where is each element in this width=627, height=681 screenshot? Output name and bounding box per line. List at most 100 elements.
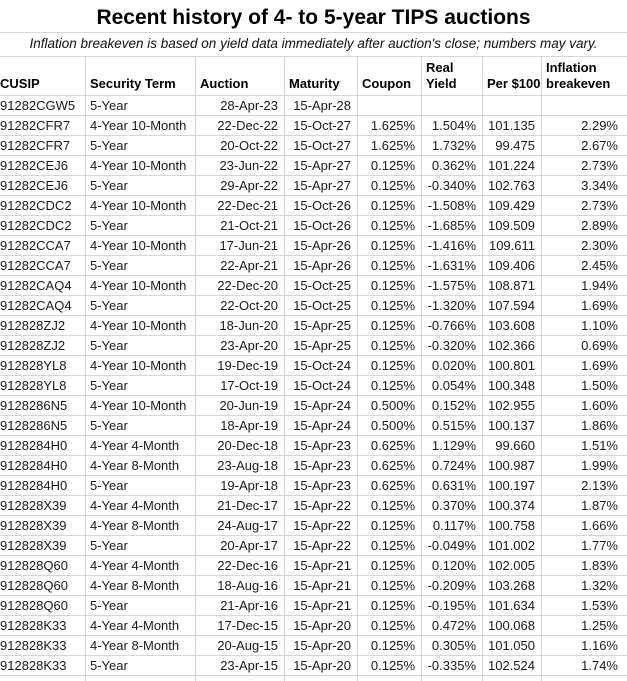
table-cell: 24-Aug-17 [196,516,285,536]
table-cell: 4-Year 4-Month [86,616,196,636]
table-cell: 101.135 [483,116,542,136]
table-cell: 2.29% [542,116,627,136]
table-cell: 0.500% [358,396,422,416]
table-row: 91282CDC2 4-Year 10-Month 22-Dec-21 15-Oct-… [0,196,627,216]
table-cell: 15-Apr-28 [285,96,358,116]
table-cell: 1.129% [422,436,483,456]
table-cell: 912828X39 [0,496,86,516]
table-cell: 0.125% [358,376,422,396]
table-cell: 102.366 [483,336,542,356]
table-cell: 5-Year [86,596,196,616]
table-row: 912828YL8 5-Year 17-Oct-19 15-Oct-24 0.125% 0… [0,376,627,396]
table-cell: 15-Oct-24 [285,376,358,396]
table-row: 91282CEJ6 5-Year 29-Apr-22 15-Apr-27 0.125% -… [0,176,627,196]
table-cell: 0.125% [358,636,422,656]
table-cell: -0.195% [422,596,483,616]
table-cell: 4-Year 8-Month [86,456,196,476]
table-cell: 2.73% [542,156,627,176]
table-row: 91282CFR7 5-Year 20-Oct-22 15-Oct-27 1.625% 1… [0,136,627,156]
table-cell: 5-Year [86,536,196,556]
table-cell: 0.125% [358,156,422,176]
table-cell: 15-Apr-25 [285,316,358,336]
table-cell: 23-Aug-18 [196,456,285,476]
table-cell: 19-Apr-18 [196,476,285,496]
table-cell: 0.625% [358,476,422,496]
table-cell: 0.724% [422,456,483,476]
table-cell: 109.429 [483,196,542,216]
table-cell: 0.120% [422,556,483,576]
table-cell: 912828K33 [0,656,86,676]
table-cell: -1.416% [422,236,483,256]
table-cell: 108.871 [483,276,542,296]
table-cell: 1.94% [542,276,627,296]
table-cell: 5-Year [86,376,196,396]
table-cell: 1.504% [422,116,483,136]
table-row: 912828K33 4-Year 8-Month 20-Aug-15 15-Apr-2… [0,636,627,656]
table-cell: 4-Year 4-Month [86,556,196,576]
table-cell: 4-Year 10-Month [86,236,196,256]
table-cell: 1.86% [542,416,627,436]
table-cell: -0.320% [422,336,483,356]
table-row: 912828ZJ2 4-Year 10-Month 18-Jun-20 15-Apr-… [0,316,627,336]
table-cell: 0.125% [358,356,422,376]
table-cell: 15-Apr-21 [285,576,358,596]
table-cell: 15-Oct-26 [285,216,358,236]
table-cell: 15-Apr-22 [285,536,358,556]
table-cell: 0.125% [358,316,422,336]
table-row: 912828X39 5-Year 20-Apr-17 15-Apr-22 0.125% -… [0,536,627,556]
table-cell: -0.335% [422,656,483,676]
table-cell: 28-Apr-23 [196,96,285,116]
table-cell: 15-Apr-20 [285,656,358,676]
table-cell [358,676,422,681]
header-cell-security-term: Security Term [86,57,196,96]
table-cell: 9128284H0 [0,476,86,496]
table-cell: 91282CDC2 [0,216,86,236]
table-cell: 19-Dec-19 [196,356,285,376]
table-cell: 0.125% [358,656,422,676]
table-cell: 1.16% [542,636,627,656]
table-cell: 91282CCA7 [0,236,86,256]
table-cell: -1.631% [422,256,483,276]
table-cell: 100.137 [483,416,542,436]
table-cell: 101.634 [483,596,542,616]
table-cell: 1.10% [542,316,627,336]
table-row: 912828X39 4-Year 4-Month 21-Dec-17 15-Apr-2… [0,496,627,516]
table-row: 91282CFR7 4-Year 10-Month 22-Dec-22 15-Oct-… [0,116,627,136]
table-cell: 4-Year 10-Month [86,316,196,336]
table-cell: 0.125% [358,576,422,596]
table-cell: 20-Oct-22 [196,136,285,156]
tips-auction-table: CUSIP Security Term Auction Maturity Cou… [0,57,627,681]
table-cell: 0.125% [358,596,422,616]
table-cell: -0.209% [422,576,483,596]
page-title: Recent history of 4- to 5-year TIPS auct… [0,0,627,33]
table-cell: 5-Year [86,476,196,496]
table-cell: 1.51% [542,436,627,456]
table-cell: 5-Year [86,256,196,276]
header-cell-maturity: Maturity [285,57,358,96]
table-row: 912828K33 4-Year 4-Month 17-Dec-15 15-Apr-2… [0,616,627,636]
table-cell: 9128284H0 [0,456,86,476]
table-cell: 21-Apr-16 [196,596,285,616]
table-cell: 15-Apr-23 [285,456,358,476]
table-cell: 0.472% [422,616,483,636]
table-cell: 99.475 [483,136,542,156]
table-row: 912828Q60 5-Year 21-Apr-16 15-Apr-21 0.125% -… [0,596,627,616]
table-cell: 912828Q60 [0,596,86,616]
table-cell: 0.125% [358,616,422,636]
table-cell: 29-Apr-22 [196,176,285,196]
table-cell: -1.320% [422,296,483,316]
table-cell: 5-Year [86,216,196,236]
table-cell: 4-Year 8-Month [86,516,196,536]
table-cell [86,676,196,681]
table-cell: 1.53% [542,596,627,616]
table-cell: 100.987 [483,456,542,476]
table-cell: 912828K33 [0,616,86,636]
table-cell: 15-Oct-27 [285,116,358,136]
table-cell: 0.125% [358,176,422,196]
table-row: 912828ZJ2 5-Year 23-Apr-20 15-Apr-25 0.125% -… [0,336,627,356]
table-cell: 912828YL8 [0,356,86,376]
table-cell: 0.69% [542,336,627,356]
table-cell: 4-Year 10-Month [86,276,196,296]
table-cell: 5-Year [86,296,196,316]
table-cell: 15-Apr-24 [285,396,358,416]
